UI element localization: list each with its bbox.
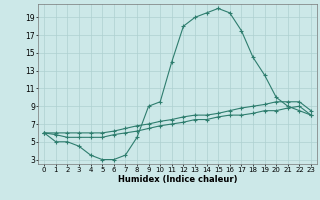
X-axis label: Humidex (Indice chaleur): Humidex (Indice chaleur) bbox=[118, 175, 237, 184]
